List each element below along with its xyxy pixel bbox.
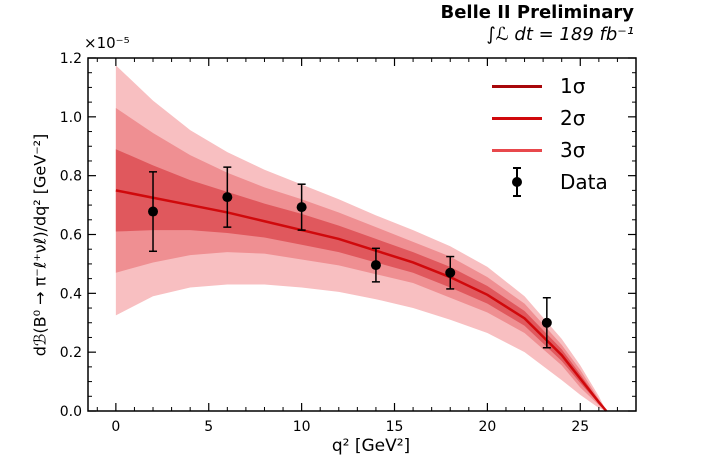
y-tick-label: 0.0 <box>60 404 82 420</box>
y-tick-label: 0.8 <box>60 169 82 185</box>
legend-label-data: Data <box>560 170 608 194</box>
legend-label-1sigma: 1σ <box>560 74 586 98</box>
legend-item-data: Data <box>492 166 608 198</box>
luminosity-label: ∫ℒ dt = 189 fb⁻¹ <box>486 24 634 45</box>
data-point <box>370 260 381 271</box>
data-point <box>541 317 552 328</box>
legend-item-3sigma: 3σ <box>492 134 608 166</box>
x-tick-label: 5 <box>204 419 213 435</box>
y-axis-multiplier: ×10⁻⁵ <box>84 34 130 52</box>
legend-swatch-data <box>492 167 542 197</box>
x-axis-label: q² [GeV²] <box>331 436 411 456</box>
legend-label-2sigma: 2σ <box>560 106 586 130</box>
y-tick-label: 0.6 <box>60 228 82 244</box>
y-tick-label: 0.4 <box>60 286 82 302</box>
y-tick-label: 1.0 <box>60 110 82 126</box>
x-tick-label: 15 <box>386 419 404 435</box>
x-tick-label: 0 <box>111 419 120 435</box>
chart-title: Belle II Preliminary <box>440 2 634 23</box>
legend-item-2sigma: 2σ <box>492 102 608 134</box>
y-tick-label: 1.2 <box>60 51 82 67</box>
x-tick-label: 25 <box>571 419 589 435</box>
legend-swatch-2sigma <box>492 116 542 120</box>
legend-swatch-1sigma <box>492 84 542 88</box>
y-tick-label: 0.2 <box>60 345 82 361</box>
band-2σ <box>115 108 607 411</box>
data-point <box>296 202 307 213</box>
data-point <box>222 192 233 203</box>
x-tick-label: 20 <box>478 419 496 435</box>
y-axis-label: dℬ(B⁰ → π⁻ℓ⁺νℓ)/dq² [GeV⁻²] <box>30 133 50 357</box>
legend-item-1sigma: 1σ <box>492 70 608 102</box>
legend-label-3sigma: 3σ <box>560 138 586 162</box>
data-point <box>148 206 159 217</box>
data-point <box>445 267 456 278</box>
x-tick-label: 10 <box>293 419 311 435</box>
legend: 1σ 2σ 3σ Data <box>492 70 608 198</box>
legend-swatch-3sigma <box>492 148 542 152</box>
fit-line <box>115 189 608 412</box>
